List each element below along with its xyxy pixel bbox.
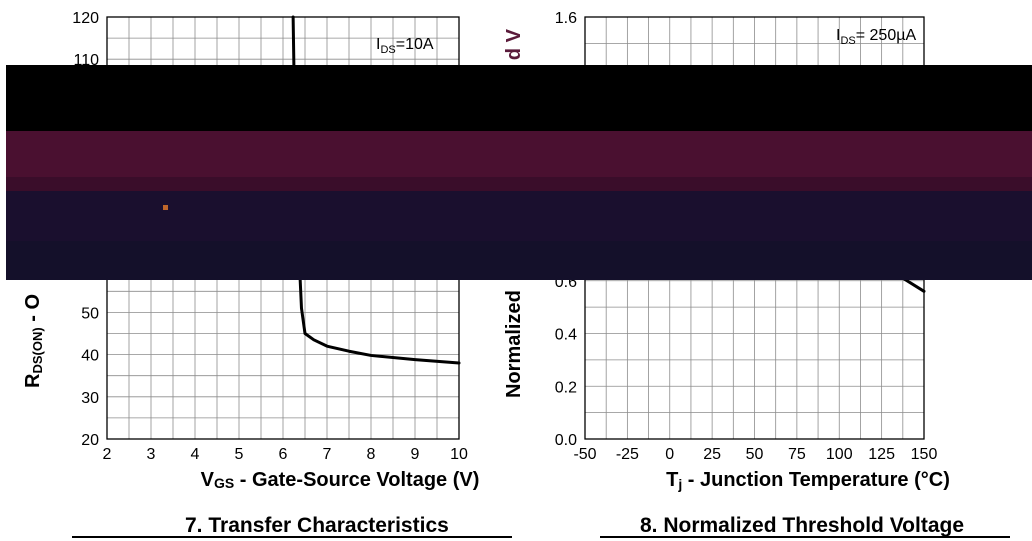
- left-chart-title: 7. Transfer Characteristics: [185, 514, 449, 537]
- left-chart-annotation: IDS=10A: [376, 36, 434, 56]
- x-tick-label: 8: [367, 446, 376, 463]
- redaction-marker: [163, 205, 168, 210]
- y-tick-label: 0.0: [555, 432, 577, 449]
- right-title-underline: [600, 536, 1010, 538]
- right-chart-x-axis-label: Tj - Junction Temperature (°C): [666, 469, 950, 492]
- x-tick-label: 125: [868, 446, 895, 463]
- y-tick-label: 0.2: [555, 379, 577, 396]
- x-tick-label: -25: [616, 446, 639, 463]
- y-tick-label: 0.4: [555, 327, 577, 344]
- redaction-band-crimson: [6, 131, 1032, 177]
- x-tick-label: 6: [279, 446, 288, 463]
- x-tick-label: -50: [573, 446, 596, 463]
- x-tick-label: 3: [147, 446, 156, 463]
- y-tick-label: 20: [81, 432, 99, 449]
- x-tick-label: 9: [411, 446, 420, 463]
- redaction-band-maroon: [6, 177, 1032, 191]
- redaction-band-bottom: [6, 241, 1032, 280]
- x-tick-label: 10: [450, 446, 468, 463]
- right-chart-title: 8. Normalized Threshold Voltage: [640, 514, 965, 537]
- redaction-overlay: [6, 65, 1032, 280]
- redaction-band-indigo: [6, 191, 1032, 241]
- y-tick-label: 1.6: [555, 10, 577, 27]
- left-title-underline: [72, 536, 512, 538]
- right-chart-y-axis-label: Normalizedd V: [503, 28, 525, 398]
- y-tick-label: 120: [72, 10, 99, 27]
- x-tick-label: 50: [746, 446, 764, 463]
- left-chart-x-axis-label: VGS - Gate-Source Voltage (V): [201, 469, 480, 491]
- y-tick-label: 50: [81, 305, 99, 322]
- left-chart-y-axis-label: RDS(ON) - O: [22, 294, 45, 388]
- x-tick-label: 4: [191, 446, 200, 463]
- y-tick-label: 110: [73, 52, 99, 69]
- x-tick-label: 7: [323, 446, 332, 463]
- left-chart-x-ticks: 2 3 4 5 6 7 8 9 10: [103, 446, 468, 463]
- x-tick-label: 5: [235, 446, 244, 463]
- x-tick-label: 100: [826, 446, 853, 463]
- y-tick-label: 40: [81, 348, 99, 365]
- y-tick-label: 30: [81, 390, 99, 407]
- x-tick-label: 75: [788, 446, 806, 463]
- x-tick-label: 2: [103, 446, 112, 463]
- redaction-band-top: [6, 65, 1032, 131]
- x-tick-label: 150: [911, 446, 938, 463]
- x-tick-label: 25: [703, 446, 721, 463]
- right-chart-x-ticks: -50 -25 0 25 50 75 100 125 150: [573, 446, 937, 463]
- right-chart-annotation: IDS= 250µA: [836, 27, 916, 47]
- x-tick-label: 0: [665, 446, 674, 463]
